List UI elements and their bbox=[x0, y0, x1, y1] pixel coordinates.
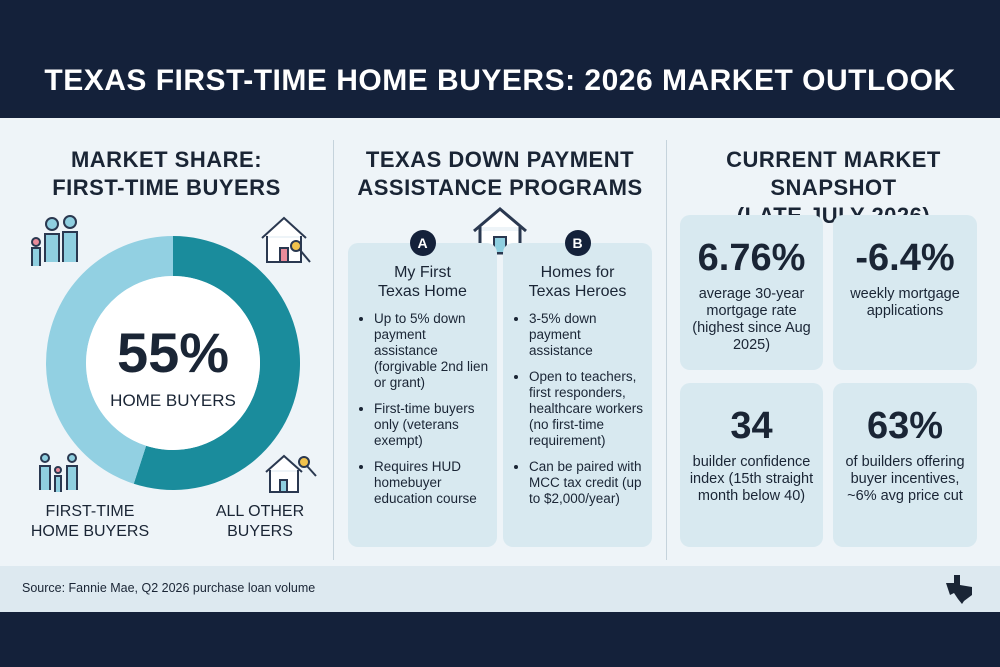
bullet: Open to teachers, first responders, heal… bbox=[529, 369, 644, 449]
badge: B bbox=[564, 230, 591, 256]
stat-description: of builders offering buyer incentives, ~… bbox=[845, 454, 965, 504]
bullet: 3-5% down payment assistance bbox=[529, 311, 644, 359]
stat-card: -6.4% weekly mortgage applications bbox=[833, 215, 977, 370]
bullet-list: 3-5% down payment assistance Open to teac… bbox=[511, 311, 644, 507]
title-line: FIRST-TIME BUYERS bbox=[52, 175, 281, 200]
stat-description: builder confidence index (15th straight … bbox=[689, 454, 814, 504]
stat-value: 63% bbox=[866, 405, 944, 447]
section-title: TEXAS DOWN PAYMENT ASSISTANCE PROGRAMS bbox=[334, 146, 666, 202]
program-name: Texas Home bbox=[378, 283, 467, 300]
legend-label: FIRST-TIME HOME BUYERS bbox=[20, 502, 160, 542]
title-line: CURRENT MARKET SNAPSHOT bbox=[726, 147, 941, 200]
center-caption: HOME BUYERS bbox=[110, 391, 236, 410]
legend-line: BUYERS bbox=[227, 523, 293, 540]
divider bbox=[333, 140, 334, 560]
bullet: First-time buyers only (veterans exempt) bbox=[374, 401, 489, 449]
donut-chart: 55% HOME BUYERS bbox=[31, 215, 317, 493]
house-key-icon bbox=[265, 454, 317, 493]
house-key-icon bbox=[261, 216, 311, 263]
texas-icon bbox=[946, 575, 972, 604]
title: TEXAS FIRST-TIME HOME BUYERS: 2026 MARKE… bbox=[44, 64, 956, 97]
program-card: B Homes for Texas Heroes 3-5% down payment … bbox=[503, 230, 652, 547]
bullet-list: Up to 5% down payment assistance (forgiv… bbox=[356, 311, 489, 507]
stat-value: 6.76% bbox=[697, 237, 806, 279]
title-line: TEXAS DOWN PAYMENT bbox=[365, 147, 635, 172]
source: Source: Fannie Mae, Q2 2026 purchase loa… bbox=[22, 581, 316, 595]
stat-description: average 30-year mortgage rate (highest s… bbox=[692, 286, 811, 353]
program-name: Homes for bbox=[540, 264, 615, 281]
title-line: MARKET SHARE: bbox=[70, 147, 263, 172]
stat-card: 63% of builders offering buyer incentives… bbox=[833, 383, 977, 547]
bullet: Up to 5% down payment assistance (forgiv… bbox=[374, 311, 489, 391]
donut-segment bbox=[133, 236, 301, 491]
stat-value: -6.4% bbox=[855, 237, 955, 279]
program-name: Texas Heroes bbox=[528, 283, 627, 300]
bullet: Can be paired with MCC tax credit (up to… bbox=[529, 459, 644, 507]
center-value: 55% bbox=[117, 321, 229, 384]
donut-hole bbox=[86, 276, 260, 450]
family-icon bbox=[39, 453, 78, 492]
footer: Source: Fannie Mae, Q2 2026 purchase loa… bbox=[0, 566, 1000, 612]
stat-card: 34 builder confidence index (15th straigh… bbox=[680, 383, 823, 547]
legend-line: FIRST-TIME bbox=[45, 503, 135, 520]
stat-value: 34 bbox=[730, 405, 773, 447]
legend-label: ALL OTHER BUYERS bbox=[190, 502, 330, 542]
header: TEXAS FIRST-TIME HOME BUYERS: 2026 MARKE… bbox=[0, 0, 1000, 118]
stat-description: weekly mortgage applications bbox=[850, 286, 960, 319]
stat-card: 6.76% average 30-year mortgage rate (high… bbox=[680, 215, 823, 370]
title-line: ASSISTANCE PROGRAMS bbox=[357, 175, 643, 200]
legend-line: ALL OTHER bbox=[215, 503, 305, 520]
divider bbox=[666, 140, 667, 560]
donut bbox=[46, 236, 301, 491]
bullet: Requires HUD homebuyer education course bbox=[374, 459, 489, 507]
donut-segment bbox=[46, 236, 174, 484]
badge: A bbox=[409, 230, 436, 256]
program-name: My First bbox=[394, 264, 451, 281]
program-card: A My First Texas Home Up to 5% down payment… bbox=[348, 230, 497, 547]
section-title: MARKET SHARE: FIRST-TIME BUYERS bbox=[0, 146, 333, 202]
family-icon bbox=[31, 215, 78, 266]
legend-line: HOME BUYERS bbox=[30, 523, 150, 540]
house-icon bbox=[473, 207, 527, 255]
